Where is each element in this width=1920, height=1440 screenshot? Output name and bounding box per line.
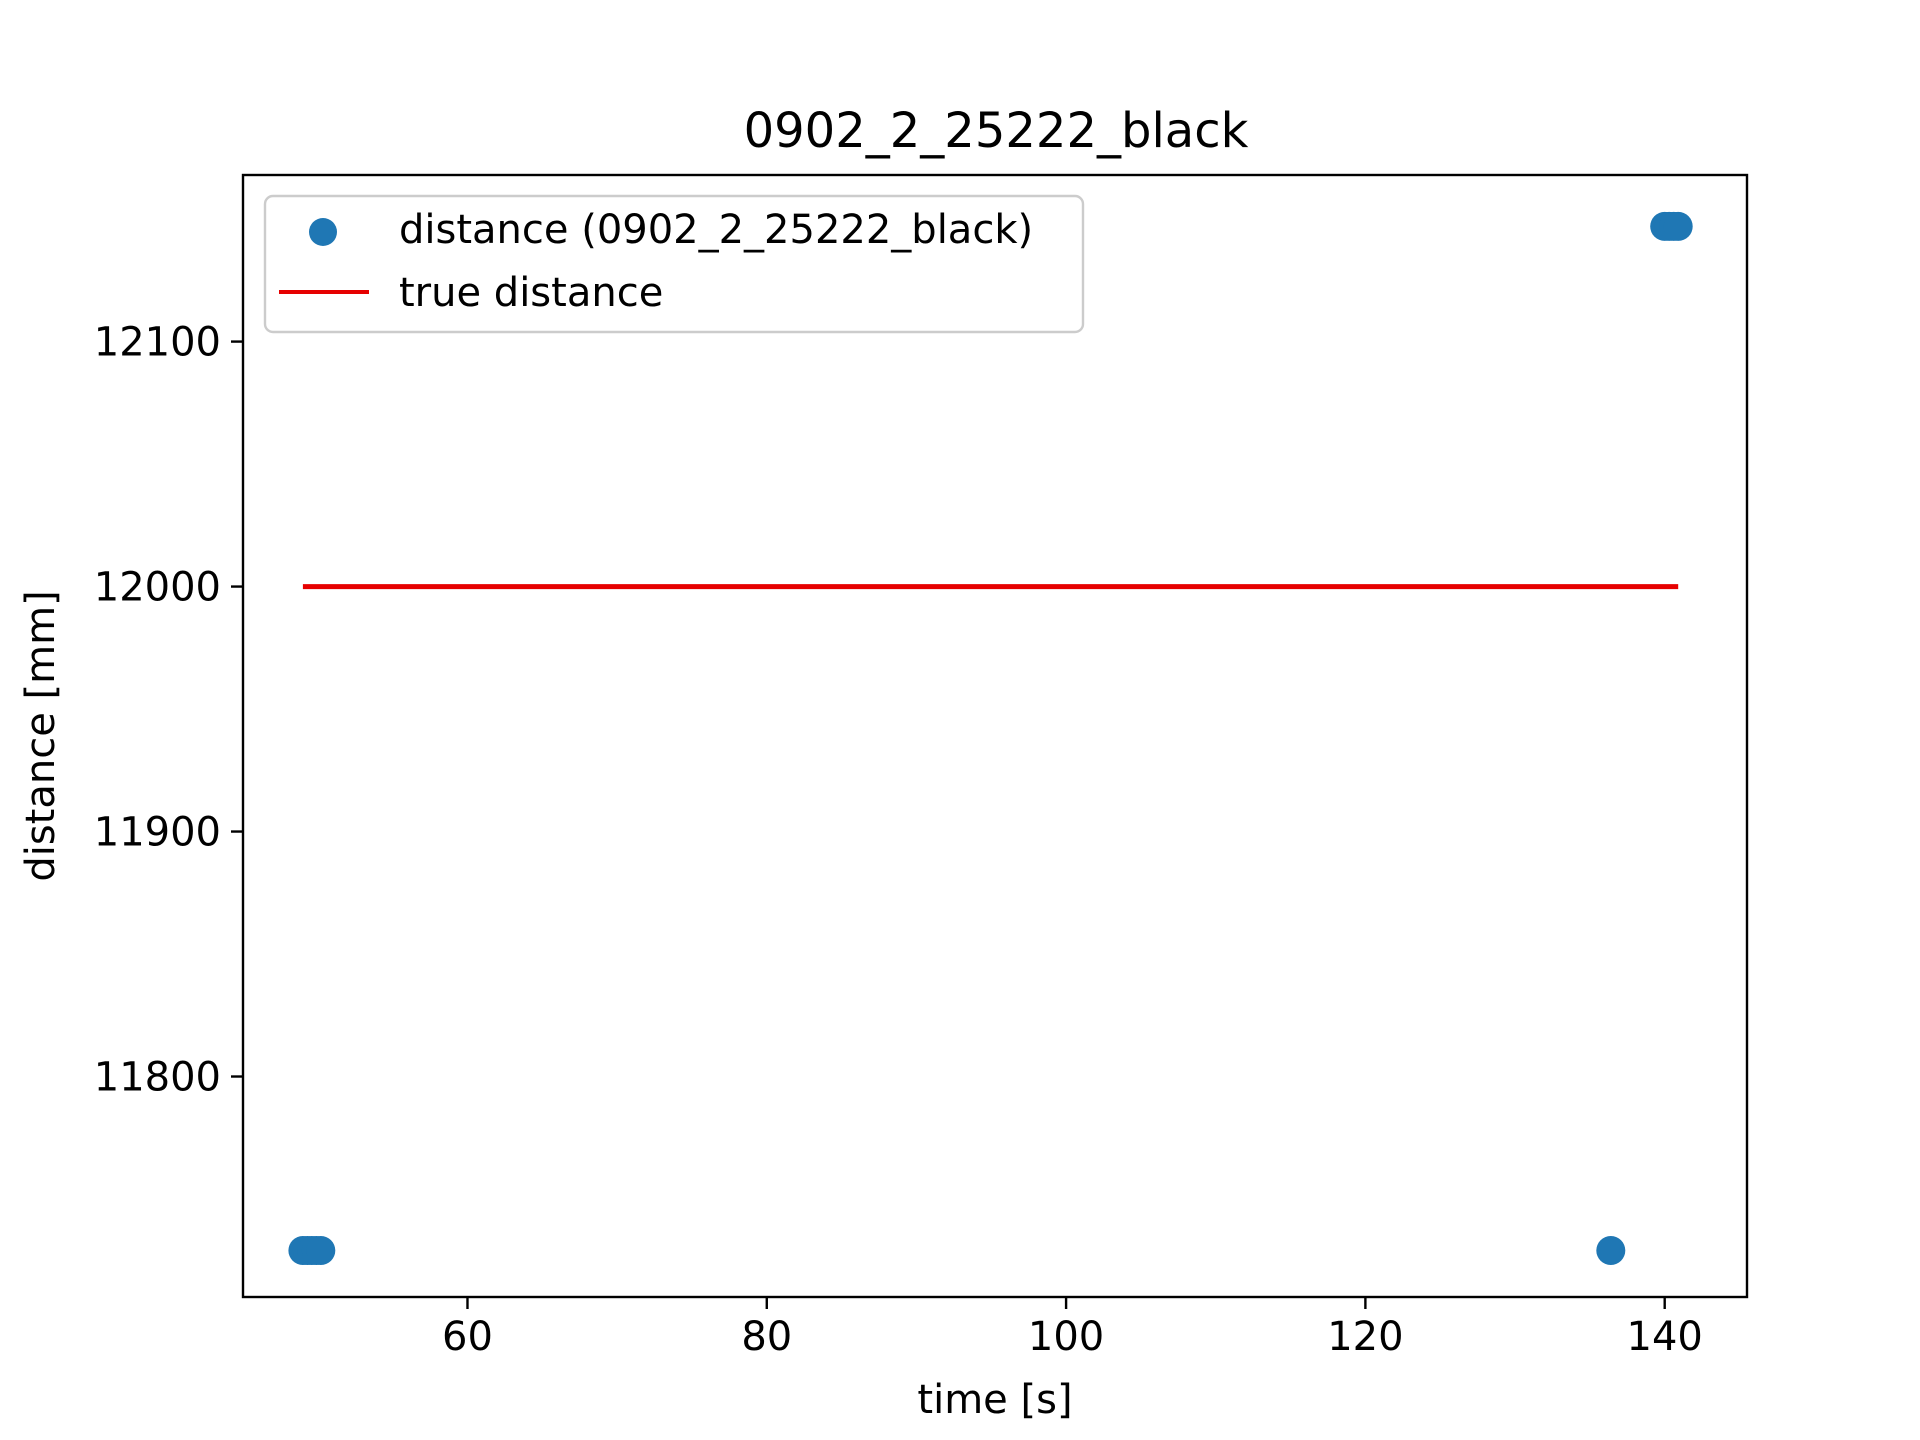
legend-marker-distance [309, 218, 337, 246]
legend-label-true-distance: true distance [399, 270, 663, 316]
x-tick-label: 60 [442, 1314, 493, 1360]
y-tick-label: 12000 [94, 565, 221, 611]
x-tick-label: 140 [1627, 1314, 1703, 1360]
x-axis-label: time [s] [917, 1377, 1072, 1423]
distance-point-6 [1596, 1236, 1626, 1265]
x-tick-label: 80 [741, 1314, 792, 1360]
legend-label-distance: distance (0902_2_25222_black) [399, 207, 1033, 253]
y-tick-label: 12100 [94, 320, 221, 366]
plot-frame [241, 173, 1749, 1299]
legend: distance (0902_2_25222_black) true dista… [263, 194, 1085, 334]
legend-box [263, 194, 1085, 334]
y-axis: 11800 11900 12000 12100 [94, 320, 243, 1101]
y-tick-label: 11900 [94, 810, 221, 856]
x-axis: 60 80 100 120 140 [442, 1297, 1703, 1360]
y-axis-label: distance [mm] [18, 590, 64, 881]
distance-point-10 [1663, 211, 1693, 241]
distance-point-5 [306, 1236, 336, 1265]
x-tick-label: 120 [1327, 1314, 1403, 1360]
y-tick-label: 11800 [94, 1055, 221, 1101]
x-tick-label: 100 [1028, 1314, 1104, 1360]
chart-title: 0902_2_25222_black [744, 103, 1249, 159]
plot-area [288, 211, 1693, 1265]
